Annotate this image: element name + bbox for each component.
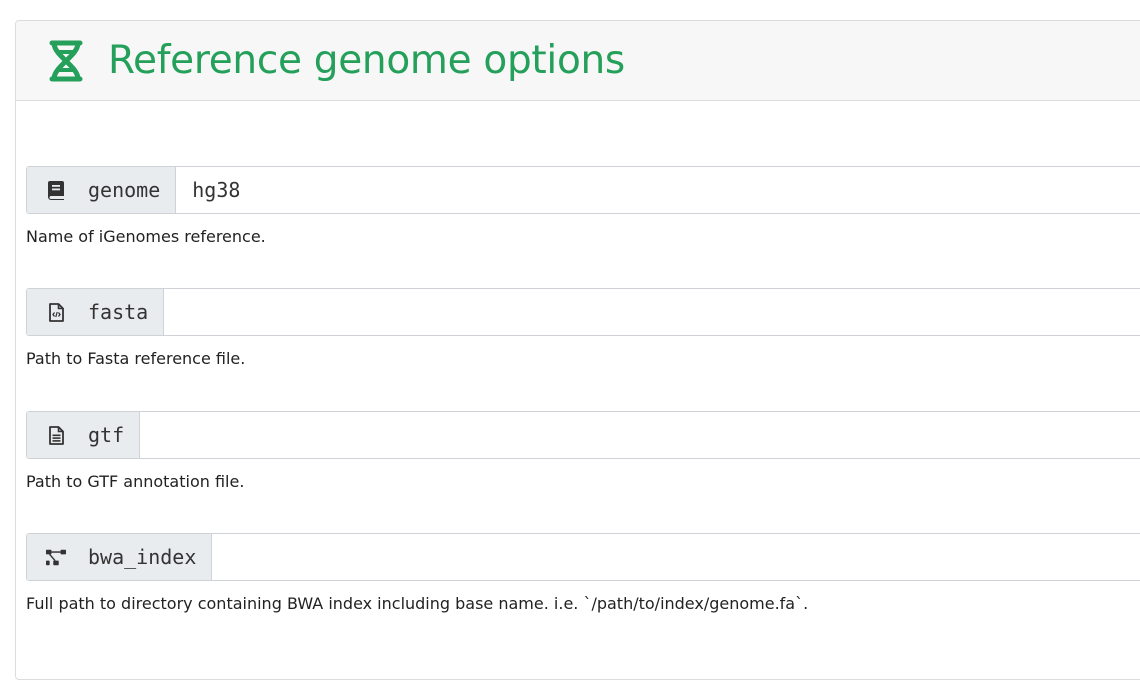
fasta-help-text: Path to Fasta reference file. (26, 349, 246, 368)
project-diagram-icon (46, 547, 66, 567)
gtf-input-group: gtf (26, 411, 1140, 459)
card-header: Reference genome options (16, 21, 1140, 101)
gtf-input[interactable] (140, 412, 1140, 458)
genome-input[interactable]: hg38 (192, 178, 241, 202)
bwa-index-help-text: Full path to directory containing BWA in… (26, 594, 809, 613)
gtf-label: gtf (88, 423, 125, 447)
fasta-input-group: fasta (26, 288, 1140, 336)
param-genome: genome hg38 Name of iGenomes reference. (26, 166, 1140, 246)
bwa-index-input[interactable] (212, 534, 1140, 580)
genome-help-text: Name of iGenomes reference. (26, 227, 266, 246)
fasta-label: fasta (88, 300, 149, 324)
bwa-index-addon: bwa_index (27, 534, 213, 580)
param-fasta: fasta Path to Fasta reference file. (26, 288, 1140, 368)
param-bwa-index: bwa_index Full path to directory contain… (26, 533, 1140, 613)
genome-addon: genome (27, 167, 177, 213)
genome-input-group: genome hg38 (26, 166, 1140, 214)
param-gtf: gtf Path to GTF annotation file. (26, 411, 1140, 491)
book-icon (46, 180, 66, 200)
bwa-index-label: bwa_index (88, 545, 197, 569)
genome-label: genome (88, 178, 161, 202)
gtf-help-text: Path to GTF annotation file. (26, 472, 245, 491)
dna-icon (46, 39, 86, 83)
gtf-addon: gtf (27, 412, 141, 458)
section-title: Reference genome options (108, 38, 625, 83)
file-code-icon (46, 302, 66, 322)
fasta-input[interactable] (164, 289, 1140, 335)
fasta-addon: fasta (27, 289, 165, 335)
file-alt-icon (46, 425, 66, 445)
bwa-index-input-group: bwa_index (26, 533, 1140, 581)
